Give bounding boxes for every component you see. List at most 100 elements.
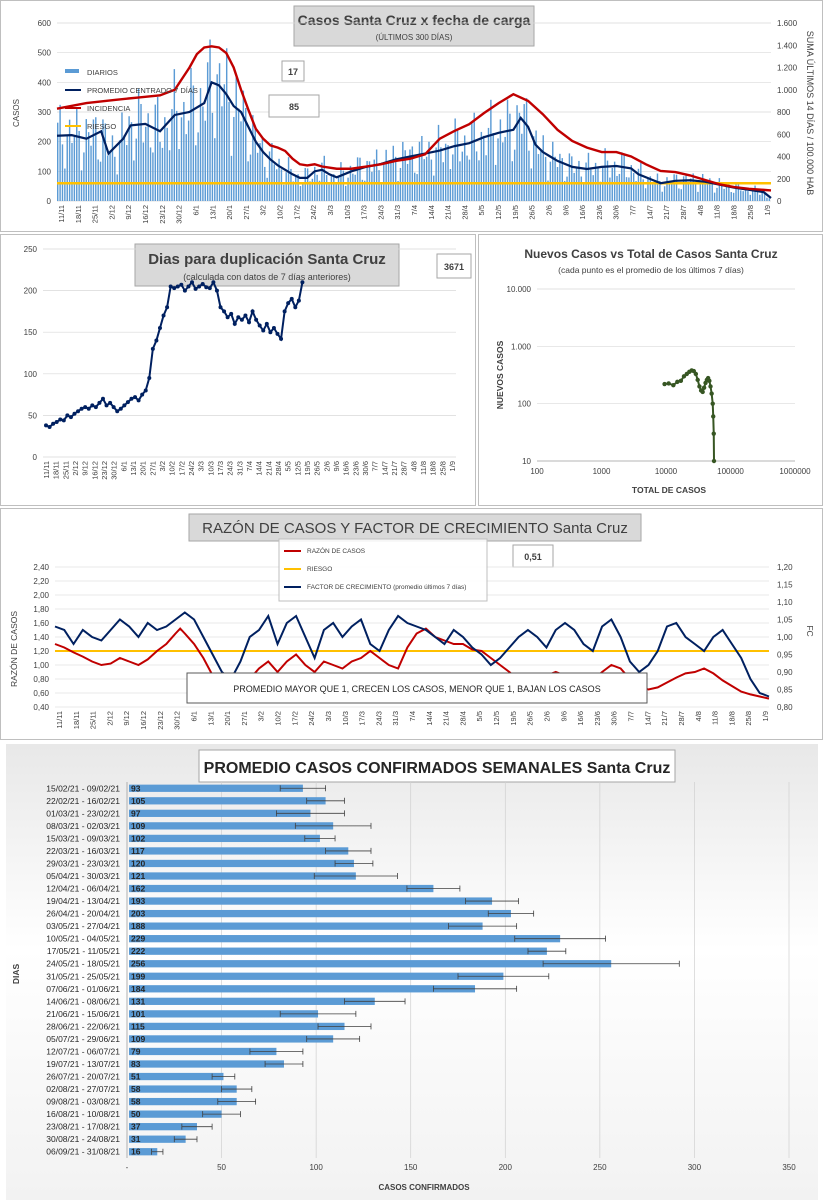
- daily-bar: [168, 150, 171, 201]
- category-label: 14/06/21 - 08/06/21: [46, 996, 120, 1006]
- x-tick-label: 50: [217, 1163, 226, 1172]
- y-tick-label: 100: [518, 400, 532, 409]
- daily-bar: [590, 169, 592, 201]
- daily-bar: [147, 113, 149, 201]
- daily-bar: [525, 98, 528, 201]
- x-tick-label: 11/8: [419, 461, 428, 475]
- doubling-point: [168, 284, 173, 289]
- x-tick-label: 4/8: [409, 461, 418, 471]
- x-tick-label: 14/7: [380, 461, 389, 476]
- daily-bar: [568, 153, 571, 201]
- doubling-point: [47, 425, 52, 430]
- doubling-point: [150, 346, 155, 351]
- y2-tick-label: 1.200: [777, 64, 798, 73]
- x-tick-label: 6/1: [119, 461, 128, 471]
- daily-bar: [452, 154, 454, 201]
- daily-bar: [740, 190, 742, 201]
- bar: [129, 897, 493, 905]
- x-tick-label: 100000: [717, 467, 744, 476]
- daily-bar: [92, 119, 95, 201]
- x-tick-label: 6/1: [189, 711, 198, 721]
- x-tick-label: 31/3: [391, 711, 400, 726]
- daily-bar: [737, 183, 740, 201]
- daily-bar: [192, 85, 195, 201]
- daily-bar: [754, 185, 756, 201]
- doubling-point: [58, 417, 63, 422]
- daily-bar: [254, 125, 256, 201]
- y-tick-label: 100: [38, 167, 52, 176]
- daily-bar: [611, 167, 613, 201]
- bar-value-label: 16: [131, 1147, 141, 1157]
- daily-bar: [414, 172, 416, 201]
- x-tick-label: 3/2: [158, 461, 167, 471]
- x-tick-label: 26/5: [526, 711, 535, 726]
- bar-value-label: 188: [131, 921, 145, 931]
- daily-bar: [297, 174, 299, 201]
- daily-bar: [335, 183, 337, 201]
- scatter-point: [709, 391, 714, 396]
- daily-bar: [732, 192, 735, 201]
- daily-bar: [621, 152, 623, 201]
- chart-legend: RAZÓN DE CASOS RIESGO FACTOR DE CRECIMIE…: [284, 546, 466, 591]
- daily-bar: [399, 167, 402, 201]
- daily-bar: [135, 138, 137, 201]
- daily-bar: [230, 155, 233, 201]
- y2-tick-label: 1,10: [777, 598, 793, 607]
- x-tick-label: 4/8: [696, 205, 705, 215]
- daily-bar: [506, 99, 509, 201]
- daily-bar: [347, 177, 349, 201]
- daily-bar: [604, 148, 606, 201]
- y2-tick-label: 1,05: [777, 616, 793, 625]
- daily-bar: [761, 192, 763, 201]
- x-tick-label: 10/3: [206, 461, 215, 476]
- daily-bar: [218, 63, 221, 201]
- daily-bar: [180, 117, 183, 201]
- daily-bar: [302, 183, 304, 201]
- doubling-point: [229, 311, 234, 316]
- daily-bar: [447, 145, 449, 201]
- daily-bar: [102, 119, 104, 201]
- daily-bar: [87, 132, 90, 201]
- doubling-point: [225, 315, 230, 320]
- daily-bar: [475, 151, 478, 201]
- category-label: 26/07/21 - 20/07/21: [46, 1072, 120, 1082]
- bar-value-label: 79: [131, 1046, 141, 1056]
- y2-tick-label: 1,00: [777, 633, 793, 642]
- legend-label-risk: RIESGO: [307, 566, 332, 573]
- annotation-box: [186, 672, 648, 704]
- x-tick-label: 2/12: [71, 461, 80, 476]
- daily-bar: [516, 105, 518, 201]
- category-label: 22/02/21 - 16/02/21: [46, 796, 120, 806]
- chart-title-box: [134, 243, 400, 287]
- daily-bar: [487, 127, 490, 201]
- daily-bar: [585, 162, 587, 201]
- y2-tick-label: 400: [777, 153, 791, 162]
- daily-bar: [632, 172, 635, 201]
- daily-bar: [195, 145, 197, 201]
- daily-bar: [266, 177, 268, 201]
- daily-bar: [342, 170, 345, 201]
- x-tick-label: 18/8: [727, 711, 736, 726]
- daily-bar: [123, 135, 126, 201]
- x-tick-label: 12/5: [293, 461, 302, 476]
- x-tick-label: 14/4: [255, 461, 264, 476]
- daily-bar: [85, 119, 87, 201]
- doubling-point: [218, 305, 223, 310]
- scatter-point: [711, 431, 716, 436]
- x-tick-label: 12/5: [492, 711, 501, 726]
- bar-value-label: 105: [131, 796, 145, 806]
- x-tick-label: 17/3: [216, 461, 225, 476]
- doubling-point: [257, 323, 262, 328]
- daily-bar: [613, 161, 616, 201]
- x-tick-label: 7/4: [245, 461, 254, 471]
- x-tick-label: 19/5: [509, 711, 518, 726]
- x-tick-label: 13/1: [129, 461, 138, 476]
- daily-bar: [176, 110, 178, 201]
- doubling-point: [264, 321, 269, 326]
- bar: [129, 872, 356, 880]
- daily-bar: [563, 180, 566, 201]
- x-tick-label: 24/3: [374, 711, 383, 726]
- x-tick-label: 25/8: [744, 711, 753, 726]
- daily-bar: [392, 145, 395, 201]
- y2-axis-label: SUMA ÚLTIMOS 14 DÍAS / 100.000 HAB: [805, 31, 815, 195]
